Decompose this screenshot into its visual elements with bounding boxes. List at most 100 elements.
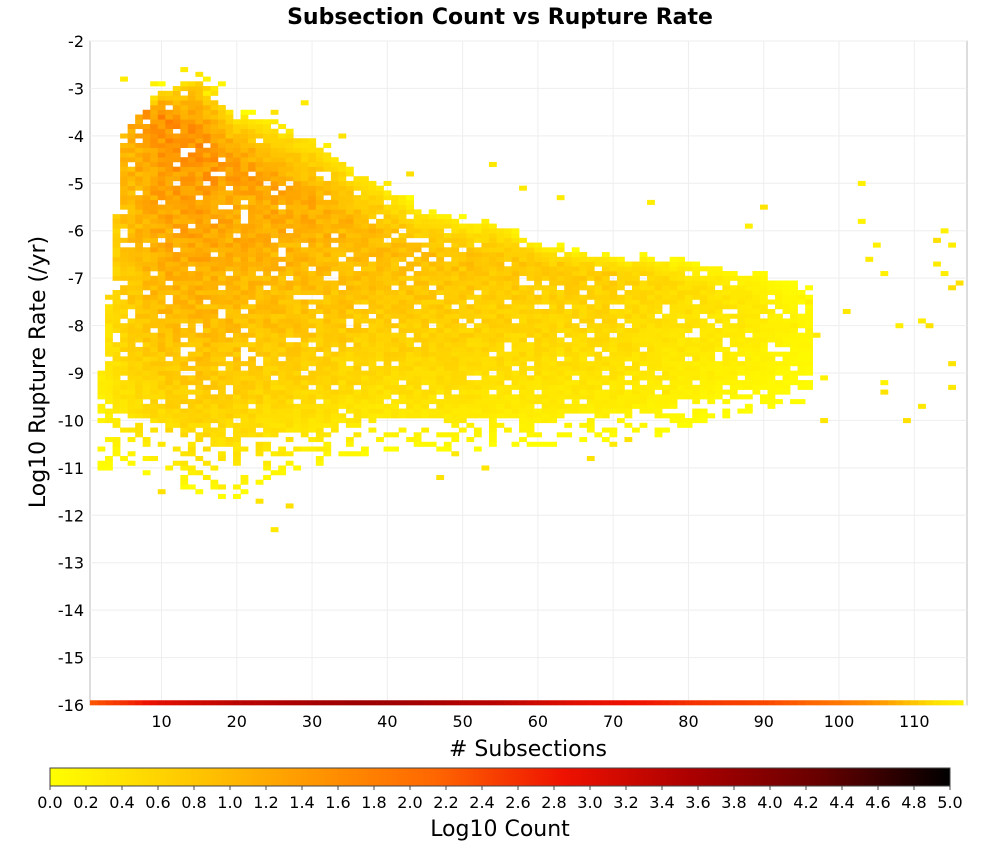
heat-cell	[293, 204, 302, 210]
heat-cell	[632, 342, 640, 348]
heat-cell	[677, 389, 686, 395]
heat-cell	[255, 422, 264, 428]
heat-cell	[677, 271, 686, 277]
heat-cell	[180, 261, 189, 267]
heat-cell	[142, 365, 151, 371]
heat-cell	[398, 294, 407, 300]
heat-cell	[157, 147, 166, 153]
heat-cell	[195, 356, 204, 362]
heat-cell	[135, 318, 143, 324]
heat-cell	[135, 308, 143, 315]
heat-cell	[112, 446, 121, 452]
heat-cell	[157, 332, 166, 338]
colorbar-tick-label: 3.6	[685, 793, 710, 812]
heat-cell	[451, 361, 460, 367]
heat-cell	[579, 285, 588, 291]
heat-cell	[135, 299, 143, 305]
heat-cell	[601, 318, 610, 324]
heat-cell	[225, 157, 234, 163]
heat-cell	[579, 256, 588, 262]
heat-cell	[172, 204, 181, 210]
heat-cell	[248, 280, 256, 286]
heat-cell	[556, 266, 565, 272]
heat-cell	[466, 403, 475, 409]
heat-cell	[195, 157, 204, 163]
heat-cell	[315, 384, 324, 390]
heat-cell	[428, 351, 437, 357]
heat-cell	[466, 285, 475, 291]
heat-cell	[338, 351, 347, 357]
heat-cell	[195, 190, 204, 196]
heat-cell-bottom	[278, 700, 287, 706]
heat-cell	[571, 327, 580, 333]
heat-cell	[368, 351, 377, 357]
heat-cell	[421, 394, 430, 400]
heat-cell	[180, 214, 189, 220]
heat-cell	[300, 176, 309, 182]
heat-cell	[654, 399, 663, 405]
heat-cell	[473, 342, 482, 348]
heat-cell	[714, 294, 723, 300]
heat-cell	[767, 332, 776, 338]
heat-cell	[481, 242, 490, 248]
heat-cell	[428, 318, 437, 324]
heat-cell	[406, 266, 414, 272]
heat-cell	[127, 451, 136, 457]
heat-cell	[180, 375, 189, 381]
heat-cell	[647, 256, 655, 262]
heat-cell	[391, 408, 399, 414]
heat-cell	[255, 142, 264, 149]
heat-cell	[368, 228, 377, 234]
heat-cell	[202, 152, 211, 158]
heat-cell	[752, 332, 761, 338]
heat-cell	[308, 375, 317, 381]
heat-cell	[248, 124, 256, 130]
heat-cell	[270, 403, 279, 409]
heat-cell	[293, 427, 302, 433]
heat-cell	[654, 403, 663, 409]
y-tick-label: -3	[68, 79, 84, 98]
heat-cell	[293, 209, 302, 215]
heat-cell	[391, 294, 399, 300]
heat-cell	[270, 432, 279, 438]
heat-cell	[451, 356, 460, 362]
heat-cell	[586, 261, 595, 267]
heat-cell	[120, 323, 128, 329]
heat-cell	[488, 323, 497, 329]
heat-cell	[406, 247, 414, 253]
heat-cell	[541, 375, 550, 381]
heat-cell	[293, 403, 302, 409]
heat-cell	[157, 223, 166, 229]
heat-cell	[564, 294, 573, 300]
heat-cell	[790, 370, 798, 376]
heat-cell	[443, 327, 452, 333]
heat-cell	[278, 389, 287, 395]
heat-cell	[488, 384, 497, 390]
heat-cell	[270, 195, 279, 201]
heat-cell	[534, 252, 542, 258]
heat-cell	[940, 271, 949, 277]
heat-cell	[217, 356, 226, 362]
heat-cell	[534, 242, 542, 248]
heat-cell	[692, 346, 701, 352]
heat-cell	[300, 275, 309, 281]
heat-cell	[210, 394, 219, 400]
heat-cell	[775, 327, 783, 333]
heat-cell	[323, 313, 332, 319]
heat-cell	[647, 346, 655, 352]
heat-cell	[406, 375, 414, 381]
heat-cell	[142, 171, 151, 177]
heat-cell	[466, 399, 475, 405]
x-tick-label: 40	[377, 712, 397, 731]
heat-cell	[142, 124, 151, 130]
heat-cell	[632, 294, 640, 300]
heat-cell-bottom	[534, 700, 542, 706]
heat-cell	[180, 308, 189, 315]
heat-cell-bottom	[323, 700, 332, 706]
heat-cell	[473, 304, 482, 310]
heat-cell	[233, 394, 241, 400]
heat-cell	[240, 446, 249, 452]
heat-cell	[338, 275, 347, 281]
heat-cell	[639, 399, 648, 405]
heat-cell	[812, 332, 821, 338]
